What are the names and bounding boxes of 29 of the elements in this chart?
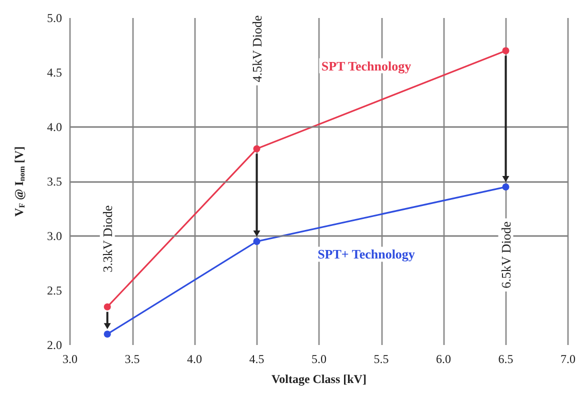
y-tick-label: 5.0 — [47, 11, 62, 25]
y-tick-label: 4.0 — [47, 120, 62, 134]
series-label: SPT Technology — [321, 58, 412, 74]
x-tick-label: 5.0 — [312, 352, 326, 366]
point — [502, 183, 510, 190]
annotation: 4.5kV Diode — [249, 15, 264, 82]
y-tick-label: 2.0 — [47, 338, 62, 352]
x-tick-label: 4.5 — [249, 352, 264, 366]
point — [253, 238, 260, 245]
point — [104, 330, 111, 338]
series-label: SPT+ Technology — [318, 246, 416, 262]
point — [502, 47, 510, 54]
x-tick-label: 4.0 — [187, 352, 202, 366]
point — [104, 303, 111, 310]
x-tick-label: 5.5 — [374, 352, 389, 366]
y-axis-title: VF @ Inom [V] — [12, 146, 26, 217]
x-tick-label: 6.0 — [436, 352, 451, 366]
x-tick-label: 6.5 — [498, 352, 514, 366]
y-tick-label: 3.0 — [47, 229, 62, 243]
annotation: 3.3kV Diode — [100, 205, 115, 272]
x-tick-label: 3.5 — [124, 352, 140, 366]
point — [253, 145, 260, 152]
x-tick-label: 3.0 — [62, 352, 78, 366]
annotation: 6.5kV Diode — [498, 221, 514, 288]
x-tick-label: 7.0 — [560, 352, 576, 366]
y-tick-label: 2.5 — [47, 284, 62, 298]
y-tick-label: 4.5 — [47, 66, 62, 80]
x-axis-title: Voltage Class [kV] — [272, 372, 366, 386]
y-tick-label: 3.5 — [47, 174, 62, 188]
